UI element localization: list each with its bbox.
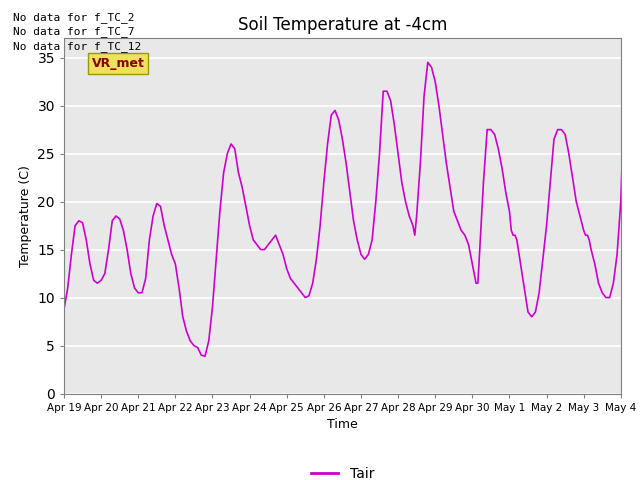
Text: No data for f_TC_2: No data for f_TC_2 bbox=[13, 12, 134, 23]
Text: VR_met: VR_met bbox=[92, 57, 145, 70]
X-axis label: Time: Time bbox=[327, 418, 358, 431]
Text: No data for f_TC_7: No data for f_TC_7 bbox=[13, 26, 134, 37]
Text: No data for f_TC_12: No data for f_TC_12 bbox=[13, 41, 141, 52]
Title: Soil Temperature at -4cm: Soil Temperature at -4cm bbox=[237, 16, 447, 34]
Legend: Tair: Tair bbox=[305, 461, 380, 480]
Y-axis label: Temperature (C): Temperature (C) bbox=[19, 165, 32, 267]
